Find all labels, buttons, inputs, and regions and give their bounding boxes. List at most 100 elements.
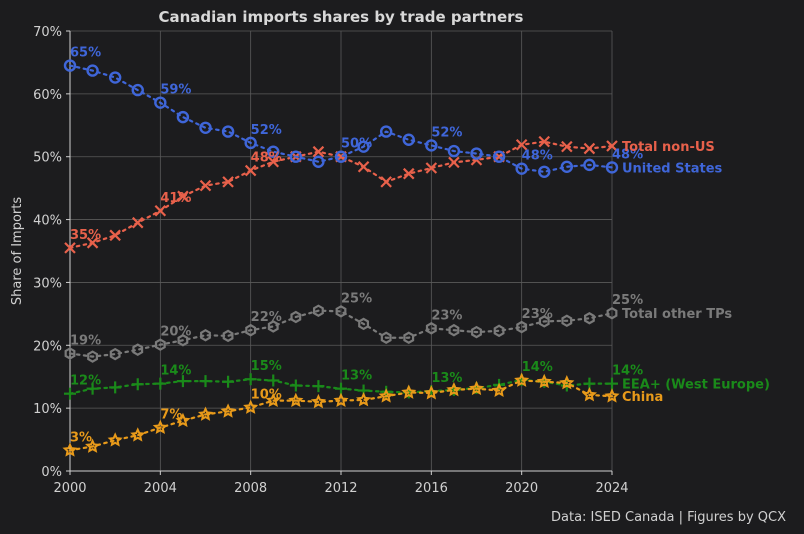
data-point: [131, 83, 144, 97]
x-tick-label: 2008: [234, 481, 267, 496]
data-point: [265, 392, 281, 408]
series-end-label: China: [622, 390, 663, 405]
data-point: [199, 375, 212, 388]
data-label: 23%: [431, 308, 462, 323]
data-point: [109, 381, 122, 394]
data-point: [222, 375, 235, 388]
data-point: [515, 138, 528, 151]
data-label: 13%: [341, 369, 372, 384]
data-label: 15%: [251, 359, 282, 374]
data-point: [356, 392, 372, 407]
data-point: [86, 382, 99, 395]
data-point: [538, 135, 551, 148]
data-point: [447, 144, 461, 158]
series-united-states: [63, 59, 619, 179]
data-point: [605, 161, 619, 174]
data-point: [87, 350, 99, 363]
data-point: [176, 110, 190, 124]
data-label: 12%: [70, 374, 101, 389]
series-line: [68, 64, 614, 173]
data-point: [470, 147, 483, 160]
data-label: 35%: [70, 228, 101, 243]
data-label: 48%: [522, 149, 553, 164]
data-point: [244, 164, 257, 177]
data-point: [64, 347, 76, 360]
data-point: [606, 377, 618, 390]
data-point: [244, 373, 257, 386]
data-point: [289, 150, 303, 163]
y-tick-label: 10%: [33, 402, 62, 417]
data-point: [267, 320, 279, 333]
data-point: [197, 406, 214, 421]
data-point: [109, 229, 121, 242]
data-point: [62, 442, 78, 457]
data-point: [130, 427, 146, 442]
y-tick-label: 20%: [33, 339, 62, 354]
data-point: [448, 323, 460, 337]
data-point: [515, 162, 528, 175]
data-label: 14%: [612, 364, 643, 379]
data-label: 25%: [612, 293, 643, 308]
data-point: [154, 338, 166, 351]
data-point: [200, 328, 211, 342]
data-point: [514, 372, 530, 387]
data-point: [131, 216, 144, 229]
data-point: [358, 317, 370, 331]
data-point: [606, 140, 618, 152]
data-point: [335, 382, 347, 395]
data-point: [425, 162, 438, 174]
data-point: [561, 314, 573, 328]
x-tick-label: 2004: [144, 481, 177, 496]
y-tick-label: 60%: [33, 88, 62, 103]
data-point: [85, 438, 101, 453]
series-line: [68, 309, 614, 358]
series-end-label: United States: [622, 161, 723, 176]
x-tick-label: 2020: [505, 481, 538, 496]
data-point: [220, 403, 236, 418]
data-point: [267, 155, 280, 168]
data-point: [267, 145, 280, 158]
data-label: 52%: [431, 125, 462, 140]
data-point: [561, 140, 573, 153]
data-point: [401, 384, 417, 399]
data-point: [312, 155, 325, 168]
data-point: [199, 121, 212, 135]
data-point: [357, 160, 370, 173]
data-point: [177, 333, 189, 347]
data-point: [63, 59, 77, 72]
data-point: [222, 329, 234, 343]
data-point: [606, 306, 618, 320]
chart-title: Canadian imports shares by trade partner…: [159, 8, 524, 26]
label-layer: 35% 41% 48% 65% 59% 52% 50% 52% 48% 48% 19% 20% 22% 2…: [70, 46, 770, 446]
data-point: [176, 375, 189, 388]
x-tick-label: 2024: [595, 481, 628, 496]
y-tick-label: 50%: [33, 151, 62, 166]
data-point: [492, 150, 506, 163]
series-china: [62, 372, 620, 457]
x-tick-label: 2000: [53, 481, 86, 496]
series-total-non-us: [64, 135, 618, 254]
data-label: 14%: [522, 360, 553, 375]
data-point: [538, 315, 550, 328]
data-point: [333, 392, 349, 408]
data-point: [312, 145, 325, 158]
data-point: [583, 311, 595, 325]
y-tick-label: 30%: [33, 276, 62, 291]
data-label: 13%: [431, 371, 462, 386]
data-label: 7%: [160, 408, 182, 423]
data-point: [448, 156, 460, 169]
data-point: [471, 325, 482, 339]
data-point: [64, 242, 76, 254]
data-point: [560, 160, 574, 173]
data-point: [245, 323, 257, 337]
series-line: [68, 379, 614, 452]
axes-layer: 2000 2004 2008 2012 2016 2020 2024 0% 10% 20% 30% 4…: [33, 25, 628, 496]
series-total-other-tps: [64, 304, 618, 363]
data-point: [335, 305, 347, 318]
data-point: [581, 386, 597, 402]
data-point: [290, 310, 302, 324]
data-point: [402, 167, 415, 180]
data-label: 48%: [612, 147, 643, 162]
data-point: [380, 331, 392, 345]
